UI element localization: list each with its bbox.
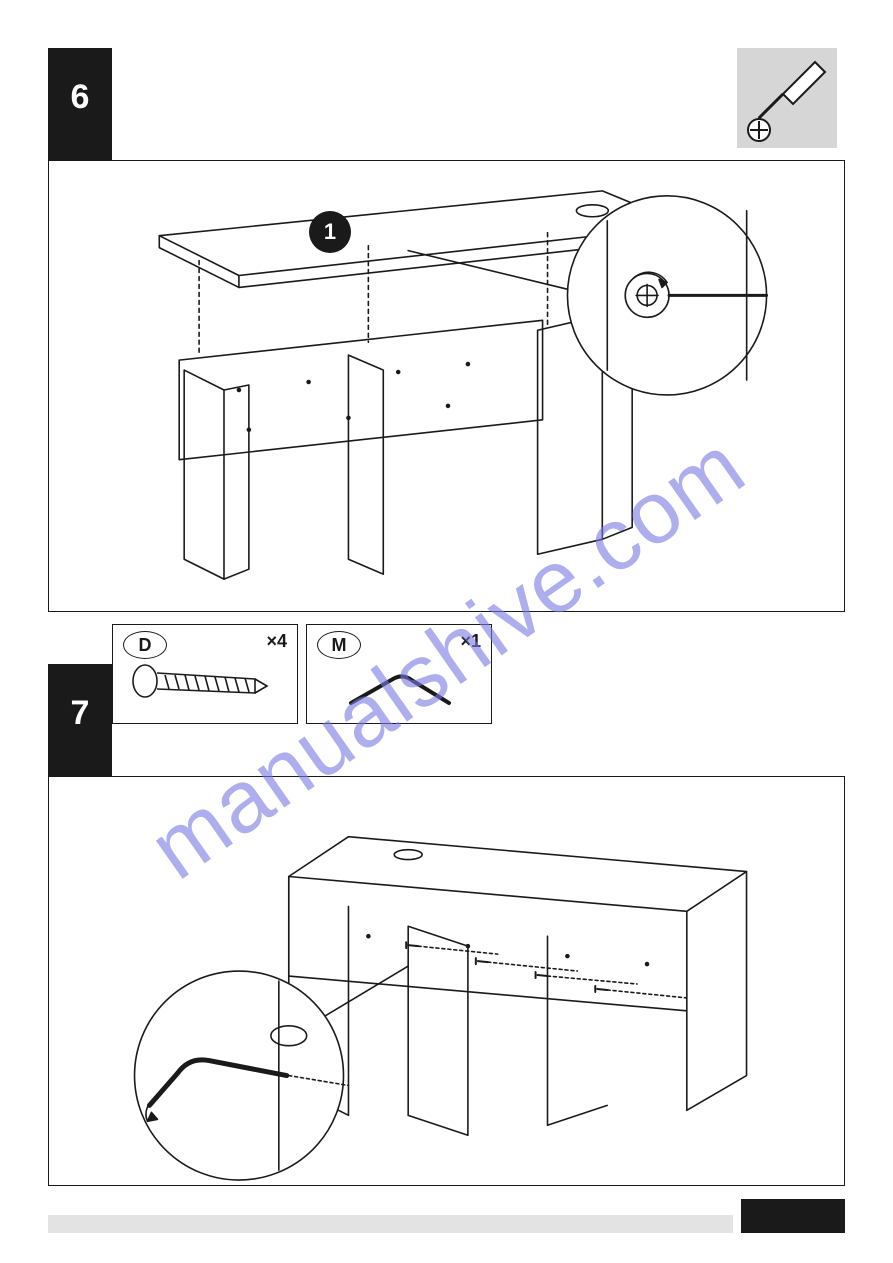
- part-id: 1: [324, 219, 336, 245]
- step-6-frame: 1: [48, 160, 845, 612]
- required-tool-box: [737, 48, 837, 148]
- step-number: 6: [71, 78, 90, 116]
- hardware-id-badge: M: [317, 631, 361, 659]
- part-label-circle: 1: [309, 211, 351, 253]
- footer-bar: [48, 1215, 733, 1233]
- step-7-diagram: [49, 777, 844, 1185]
- step-number-tab: 7: [48, 664, 112, 784]
- hardware-qty: ×1: [460, 631, 481, 652]
- hardware-qty: ×4: [266, 631, 287, 652]
- phillips-screwdriver-icon: [737, 48, 837, 148]
- confirmat-bolt-icon: [127, 659, 285, 715]
- hardware-card: D ×4: [112, 624, 298, 724]
- step-number: 7: [71, 694, 90, 732]
- hardware-card: M ×1: [306, 624, 492, 724]
- page-number-block: [741, 1199, 845, 1233]
- step-6-diagram: [49, 161, 844, 611]
- step-number-tab: 6: [48, 48, 112, 168]
- hardware-id-badge: D: [123, 631, 167, 659]
- hardware-strip: D ×4 M ×1: [112, 624, 492, 724]
- page: 6: [0, 0, 893, 1263]
- step-7-frame: [48, 776, 845, 1186]
- hex-key-icon: [321, 659, 479, 715]
